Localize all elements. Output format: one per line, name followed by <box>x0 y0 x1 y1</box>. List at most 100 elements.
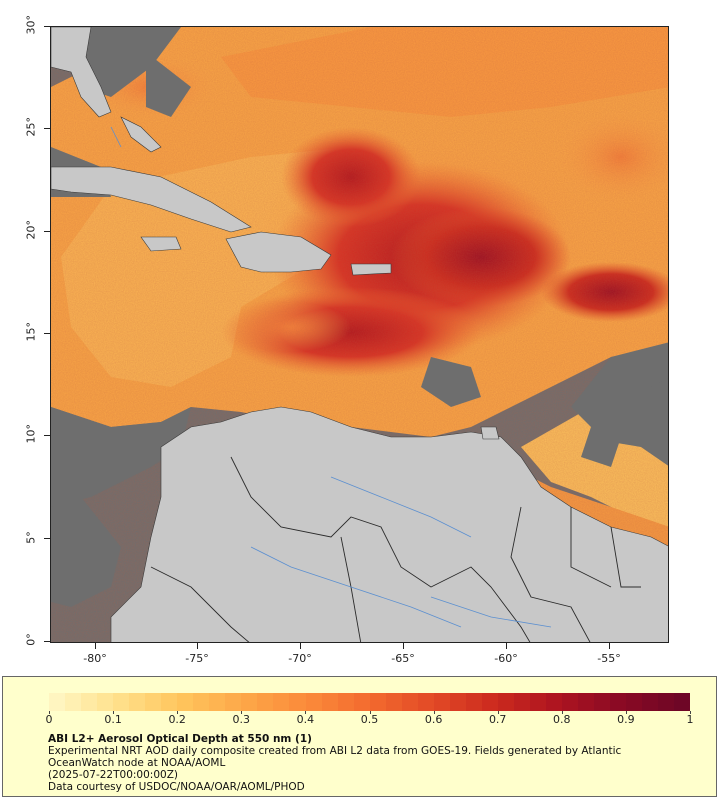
colorbar-segment <box>369 693 386 711</box>
colorbar-segment <box>433 693 450 711</box>
colorbar-segment <box>594 693 611 711</box>
hispaniola <box>225 231 332 273</box>
colorbar-segment <box>562 693 579 711</box>
legend-title: ABI L2+ Aerosol Optical Depth at 550 nm … <box>48 733 312 745</box>
colorbar-segment <box>674 693 691 711</box>
trinidad <box>480 426 500 440</box>
south-america <box>110 406 668 642</box>
colorbar-segment <box>401 693 418 711</box>
colorbar-segment <box>225 693 242 711</box>
lon-label-80: -80° <box>83 652 107 665</box>
aod-map-canvas <box>51 27 668 642</box>
lon-tick <box>403 643 404 649</box>
colorbar-segment <box>465 693 482 711</box>
lon-label-60: -60° <box>494 652 518 665</box>
colorbar-tick-label: 0 <box>45 713 53 726</box>
lat-label-0: 0° <box>24 633 38 646</box>
cuba <box>51 166 252 233</box>
legend-timestamp: (2025-07-22T00:00:00Z) <box>48 769 178 781</box>
lon-tick <box>609 643 610 649</box>
colorbar-tick-label: 0.4 <box>296 713 315 726</box>
colorbar-segment <box>209 693 226 711</box>
colorbar-segment <box>81 693 98 711</box>
colorbar-tick-label: 0.6 <box>424 713 443 726</box>
lat-label-30: 30° <box>24 15 38 35</box>
colorbar-segment <box>642 693 659 711</box>
lon-label-65: -65° <box>391 652 415 665</box>
lat-tick <box>44 231 50 232</box>
colorbar <box>49 693 691 711</box>
colorbar-segment <box>353 693 370 711</box>
colorbar-segment <box>481 693 498 711</box>
lon-label-75: -75° <box>185 652 209 665</box>
colorbar-segment <box>578 693 595 711</box>
colorbar-tick-label: 0.2 <box>168 713 186 726</box>
lat-tick <box>44 641 50 642</box>
colorbar-segment <box>337 693 354 711</box>
colorbar-segment <box>626 693 643 711</box>
colorbar-tick-mark <box>433 711 435 714</box>
colorbar-segment <box>177 693 194 711</box>
florida <box>51 27 112 118</box>
colorbar-segment <box>161 693 178 711</box>
lat-tick <box>44 26 50 27</box>
colorbar-tick-mark <box>369 711 371 714</box>
colorbar-segment <box>321 693 338 711</box>
legend-credits: Data courtesy of USDOC/NOAA/OAR/AOML/PHO… <box>48 781 305 793</box>
colorbar-segment <box>545 693 562 711</box>
land-masses <box>51 27 668 642</box>
colorbar-segment <box>513 693 530 711</box>
colorbar-segment <box>385 693 402 711</box>
lon-tick <box>197 643 198 649</box>
colorbar-tick-mark <box>497 711 499 714</box>
colorbar-tick-mark <box>177 711 179 714</box>
legend-description: Experimental NRT AOD daily composite cre… <box>48 745 622 757</box>
colorbar-segment <box>658 693 675 711</box>
lat-tick <box>44 333 50 334</box>
colorbar-segment <box>449 693 466 711</box>
lat-label-25: 25° <box>24 117 38 137</box>
colorbar-tick-label: 1 <box>686 713 694 726</box>
colorbar-segment <box>257 693 274 711</box>
lon-label-70: -70° <box>288 652 312 665</box>
colorbar-tick-label: 0.9 <box>617 713 635 726</box>
lon-label-55: -55° <box>597 652 621 665</box>
rivers <box>110 126 552 628</box>
colorbar-tick-mark <box>625 711 627 714</box>
colorbar-segment <box>113 693 130 711</box>
colorbar-segment <box>529 693 546 711</box>
colorbar-segment <box>417 693 434 711</box>
legend-panel: ABI L2+ Aerosol Optical Depth at 550 nm … <box>2 676 717 797</box>
lat-tick <box>44 435 50 436</box>
colorbar-tick-mark <box>49 711 50 714</box>
colorbar-tick-mark <box>690 711 691 714</box>
colorbar-tick-mark <box>561 711 563 714</box>
jamaica <box>140 236 182 252</box>
lon-tick <box>95 643 96 649</box>
puerto-rico <box>350 263 392 276</box>
colorbar-tick-label: 0.1 <box>104 713 122 726</box>
colorbar-tick-label: 0.7 <box>488 713 507 726</box>
colorbar-segment <box>273 693 290 711</box>
colorbar-tick-mark <box>113 711 115 714</box>
lat-label-15: 15° <box>24 322 38 342</box>
colorbar-tick-mark <box>241 711 243 714</box>
colorbar-tick-mark <box>305 711 307 714</box>
colorbar-segment <box>497 693 514 711</box>
lat-tick <box>44 128 50 129</box>
aod-map <box>50 26 669 643</box>
colorbar-segment <box>65 693 82 711</box>
lon-tick <box>300 643 301 649</box>
lat-label-20: 20° <box>24 220 38 240</box>
colorbar-segment <box>289 693 306 711</box>
colorbar-tick-label: 0.5 <box>360 713 379 726</box>
lon-tick <box>506 643 507 649</box>
bahamas <box>120 116 162 153</box>
colorbar-segment <box>129 693 146 711</box>
colorbar-segment <box>305 693 322 711</box>
colorbar-tick-label: 0.3 <box>232 713 251 726</box>
country-borders <box>150 456 641 642</box>
lat-tick <box>44 538 50 539</box>
colorbar-segment <box>610 693 627 711</box>
legend-description-cont: OceanWatch node at NOAA/AOML <box>48 757 226 769</box>
